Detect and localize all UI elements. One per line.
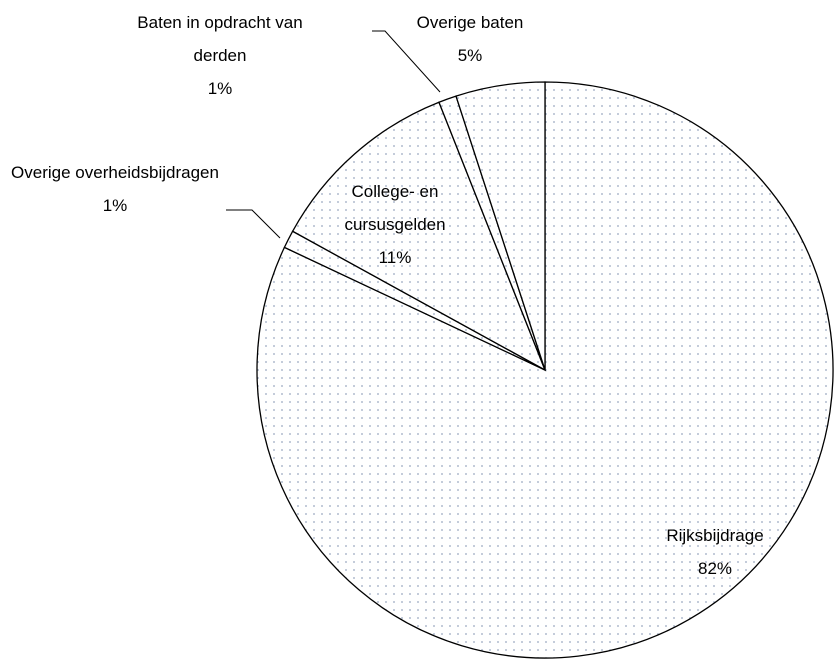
slice-label: Overige baten 5% [416, 13, 524, 65]
pie-slice [291, 101, 547, 372]
leader-line [372, 30, 441, 93]
slice-label: Overige overheidsbijdragen 1% [11, 163, 219, 215]
leader-line [226, 209, 281, 239]
pie [256, 81, 834, 659]
pie-slice [455, 81, 546, 371]
slice-label: Rijksbijdrage 82% [666, 526, 764, 578]
slice-label: Baten in opdracht van derden 1% [137, 13, 303, 98]
slice-label: College- en cursusgelden 11% [344, 182, 446, 267]
